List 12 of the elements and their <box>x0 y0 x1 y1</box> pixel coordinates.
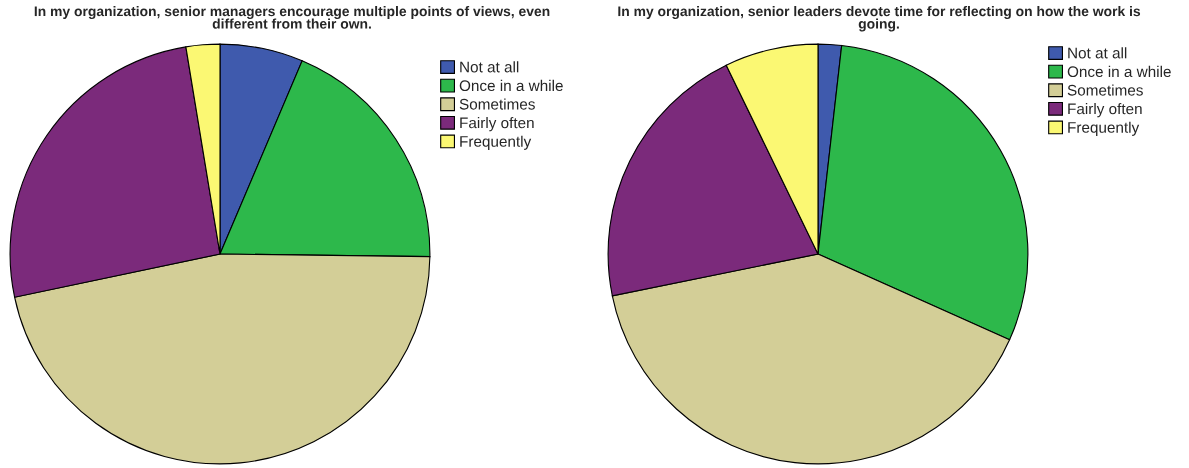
legend-label: Fairly often <box>460 117 534 132</box>
legend-label: Not at all <box>460 61 519 73</box>
legend-label: Frequently <box>460 135 532 150</box>
legend-label: Once in a while <box>459 79 563 92</box>
chart-title: In my organization, senior managers encourage multiple points of views, even different from their own. <box>34 6 550 29</box>
legend-label: Sometimes <box>459 98 535 110</box>
legend-label: Fairly often <box>1068 103 1142 118</box>
legend-label: Frequently <box>1068 121 1140 136</box>
legend-label: Not at all <box>1068 47 1127 59</box>
legend-label: Once in a while <box>1067 65 1171 78</box>
legend-label: Sometimes <box>1067 84 1143 96</box>
chart-title: In my organization, senior leaders devote time for reflecting on how the work is going. <box>618 6 1141 32</box>
